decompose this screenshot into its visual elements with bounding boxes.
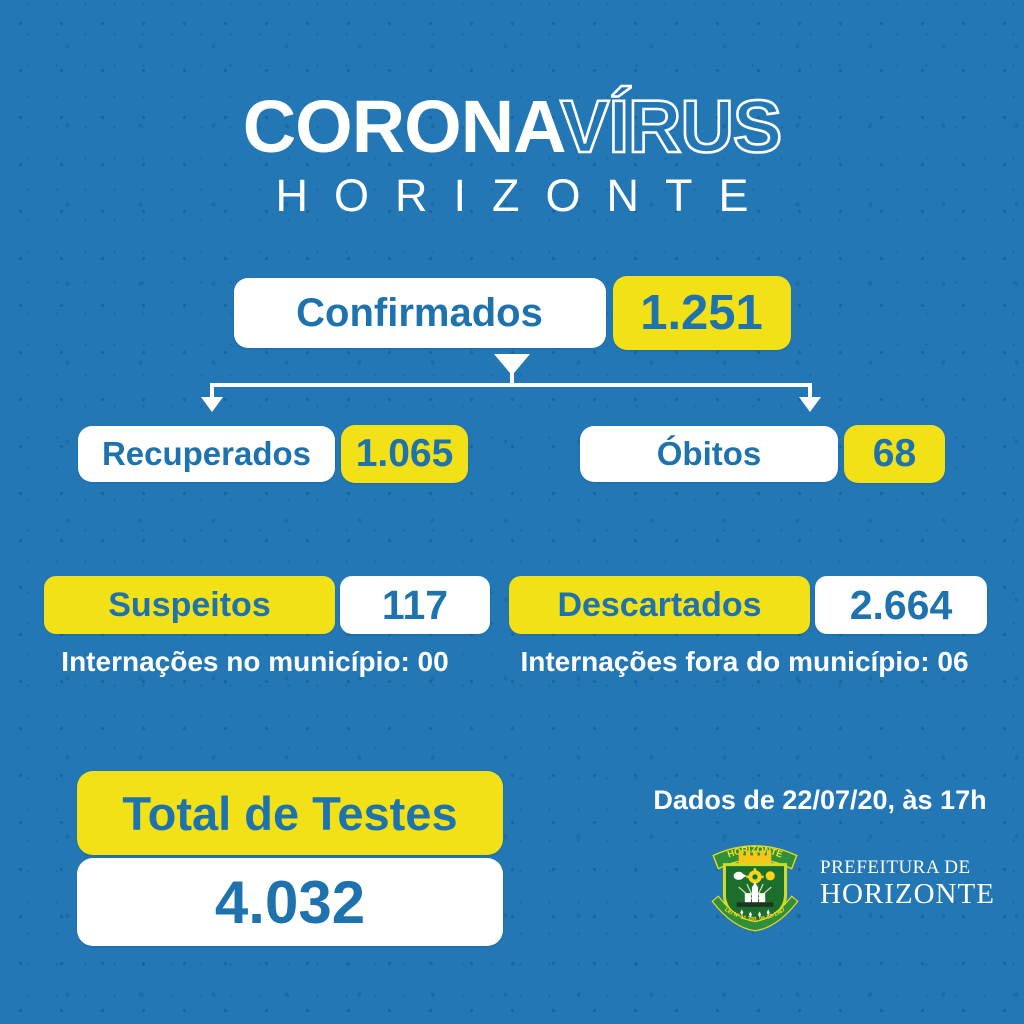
suspected-row: Suspeitos 117 bbox=[44, 576, 490, 634]
deaths-value-badge: 68 bbox=[844, 425, 945, 483]
recovered-label: Recuperados bbox=[78, 426, 335, 482]
page-subtitle: HORIZONTE bbox=[275, 170, 775, 221]
discarded-row: Descartados 2.664 bbox=[509, 576, 987, 634]
horizonte-coat-of-arms-icon: HORIZONTE bbox=[711, 844, 799, 932]
suspected-value-badge: 117 bbox=[340, 576, 490, 634]
confirmed-row: Confirmados 1.251 bbox=[0, 276, 1024, 350]
recovered-row: Recuperados 1.065 bbox=[78, 425, 468, 483]
org-name-line1: PREFEITURA DE bbox=[820, 857, 971, 878]
recovered-value-badge: 1.065 bbox=[341, 425, 468, 483]
title-solid-part: CORONA bbox=[242, 85, 561, 168]
org-name-text: PREFEITURA DE HORIZONTE bbox=[820, 857, 995, 910]
tests-total-value: 4.032 bbox=[77, 858, 503, 946]
discarded-label: Descartados bbox=[509, 576, 810, 634]
suspected-label: Suspeitos bbox=[44, 576, 335, 634]
tree-connector-arrows bbox=[201, 354, 821, 412]
tests-total-label: Total de Testes bbox=[77, 771, 503, 855]
title-outline-part: VÍRUS bbox=[559, 84, 784, 170]
page-title: CORONAVÍRUS bbox=[0, 84, 1024, 170]
org-name-line2: HORIZONTE bbox=[820, 877, 995, 910]
confirmed-label: Confirmados bbox=[233, 278, 606, 348]
deaths-label: Óbitos bbox=[580, 426, 838, 482]
discarded-value-badge: 2.664 bbox=[815, 576, 987, 634]
hospitalizations-in-text: Internações no município: 00 bbox=[61, 646, 449, 677]
deaths-row: Óbitos 68 bbox=[580, 425, 945, 483]
confirmed-value-badge: 1.251 bbox=[612, 276, 791, 350]
hospitalizations-out-text: Internações fora do município: 06 bbox=[520, 646, 969, 677]
data-updated-text: Dados de 22/07/20, às 17h bbox=[653, 785, 987, 815]
